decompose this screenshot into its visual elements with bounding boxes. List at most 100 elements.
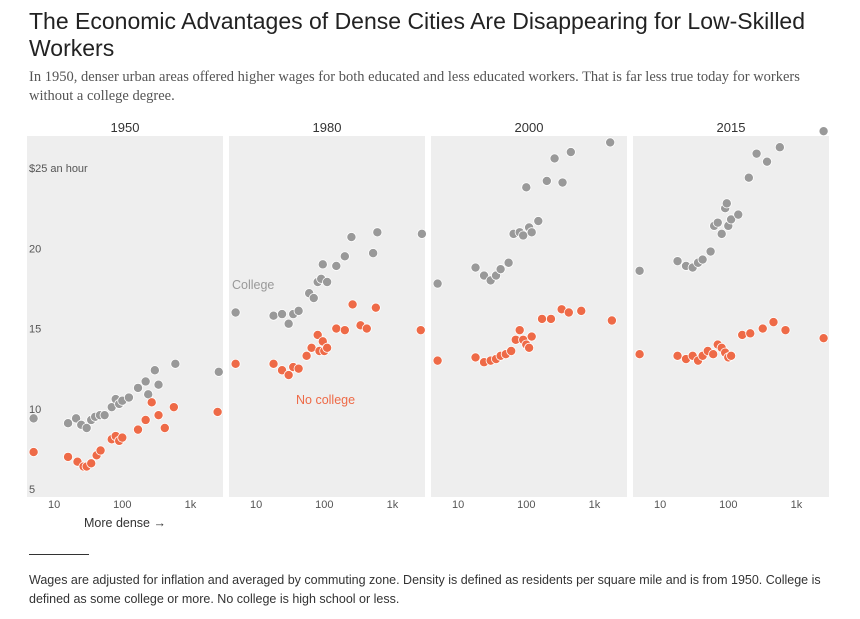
college-point [762, 156, 773, 167]
no-college-point [63, 451, 74, 462]
panel-background [431, 136, 627, 497]
no-college-point [168, 402, 179, 413]
college-point [28, 413, 39, 424]
no-college-point [526, 331, 537, 342]
no-college-point [432, 355, 443, 366]
no-college-point [818, 333, 829, 344]
college-point [705, 246, 716, 257]
college-point [153, 379, 164, 390]
no-college-point [347, 299, 358, 310]
no-college-point [506, 345, 517, 356]
x-tick-label: 1k [589, 499, 601, 511]
college-point [99, 410, 110, 421]
x-tick-label: 10 [654, 499, 666, 511]
no-college-point [361, 323, 372, 334]
college-point [557, 177, 568, 188]
no-college-point [86, 458, 97, 469]
college-point [230, 307, 241, 318]
y-tick-label: 5 [29, 484, 35, 496]
college-point [81, 423, 92, 434]
panel-background [229, 136, 425, 497]
no-college-point [470, 352, 481, 363]
small-multiples-chart: 1950 10 100 1k 5 10 15 20 $25 an hour More dense … [27, 120, 829, 530]
no-college-point [322, 342, 333, 353]
college-point [521, 182, 532, 193]
college-point [268, 310, 279, 321]
college-point [317, 259, 328, 270]
college-point [726, 214, 737, 225]
college-point [716, 228, 727, 239]
x-tick-label: 100 [719, 499, 737, 511]
x-tick-label: 10 [452, 499, 464, 511]
panel-title: 2015 [717, 120, 746, 135]
x-tick-label: 1k [791, 499, 803, 511]
college-point [565, 147, 576, 158]
no-college-point [514, 325, 525, 336]
x-tick-label: 100 [113, 499, 131, 511]
no-college-point [726, 350, 737, 361]
college-point [63, 418, 74, 429]
panel-title: 1950 [111, 120, 140, 135]
college-point [368, 248, 379, 259]
college-point [751, 148, 762, 159]
college-point [283, 318, 294, 329]
no-college-point [545, 313, 556, 324]
college-point [518, 230, 529, 241]
college-point [818, 126, 829, 137]
no-college-series-label: No college [296, 393, 355, 407]
no-college-point [140, 414, 151, 425]
college-point [213, 366, 224, 377]
no-college-point [268, 358, 279, 369]
no-college-point [737, 329, 748, 340]
college-point [470, 262, 481, 273]
no-college-point [159, 423, 170, 434]
college-point [432, 278, 443, 289]
panel-title: 1980 [313, 120, 342, 135]
college-point [549, 153, 560, 164]
no-college-point [95, 445, 106, 456]
panel-title: 2000 [515, 120, 544, 135]
college-point [170, 358, 181, 369]
y-tick-label: 15 [29, 324, 41, 336]
college-point [697, 254, 708, 265]
no-college-point [230, 358, 241, 369]
no-college-point [28, 447, 39, 458]
x-tick-label: 10 [250, 499, 262, 511]
no-college-point [745, 328, 756, 339]
college-point [416, 228, 427, 239]
no-college-point [133, 424, 144, 435]
college-point [533, 216, 544, 227]
college-point [123, 392, 134, 403]
college-point [71, 413, 82, 424]
footnote-divider [29, 554, 89, 555]
chart-subtitle: In 1950, denser urban areas offered high… [29, 69, 800, 104]
no-college-point [563, 307, 574, 318]
panel-1980: 1980 10 100 1k College No college [229, 120, 427, 511]
no-college-point [780, 325, 791, 336]
college-point [372, 227, 383, 238]
college-point [495, 264, 506, 275]
no-college-point [331, 323, 342, 334]
no-college-point [708, 349, 719, 360]
no-college-point [117, 432, 128, 443]
no-college-point [153, 410, 164, 421]
no-college-point [293, 363, 304, 374]
no-college-point [283, 370, 294, 381]
no-college-point [672, 350, 683, 361]
y-tick-label: 10 [29, 404, 41, 416]
college-point [133, 382, 144, 393]
no-college-point [576, 305, 587, 316]
no-college-point [370, 302, 381, 313]
college-point [277, 309, 288, 320]
x-tick-label: 100 [315, 499, 333, 511]
x-tick-label: 1k [185, 499, 197, 511]
no-college-point [537, 313, 548, 324]
college-point [293, 305, 304, 316]
panel-1950: 1950 10 100 1k 5 10 15 20 $25 an hour More dense … [27, 120, 224, 530]
college-point [743, 172, 754, 183]
college-point [634, 265, 645, 276]
college-point [605, 137, 616, 148]
no-college-point [339, 325, 350, 336]
college-point [526, 227, 537, 238]
no-college-point [768, 317, 779, 328]
